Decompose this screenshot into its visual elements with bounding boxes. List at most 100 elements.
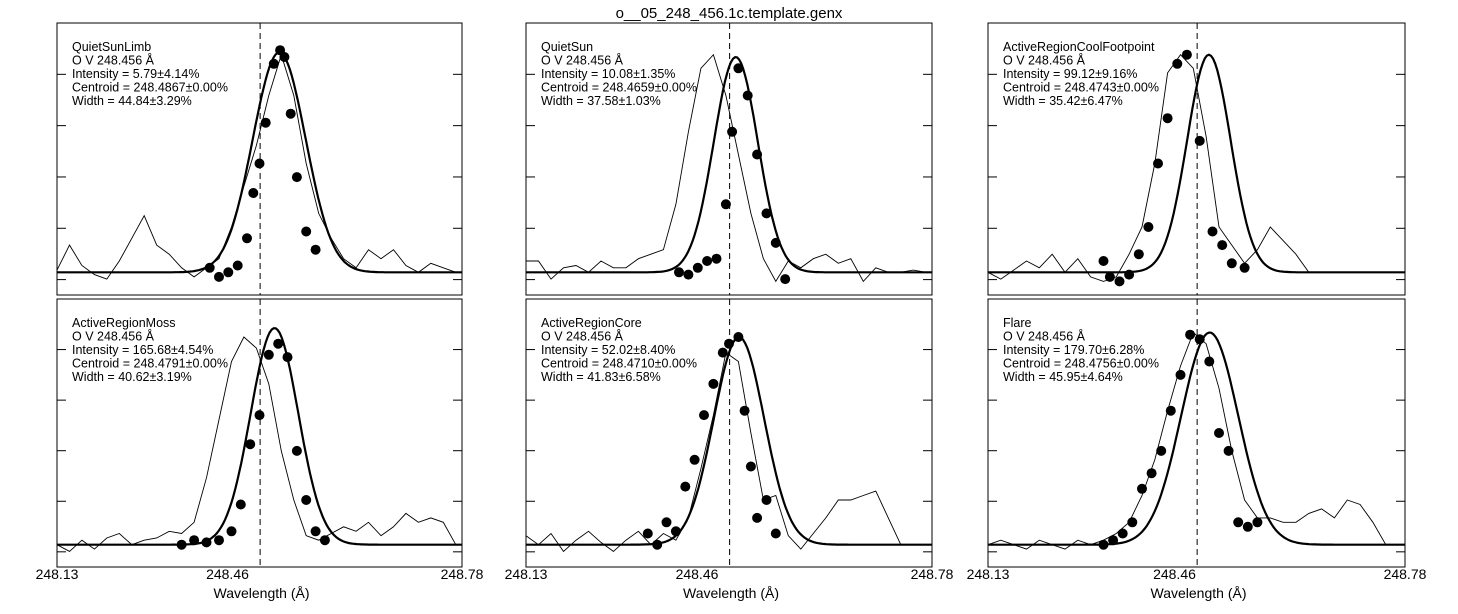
data-point bbox=[752, 149, 763, 160]
plot-frame bbox=[56, 22, 463, 296]
x-tick-label: 248.78 bbox=[441, 566, 484, 582]
fit-stat-label: Intensity = 10.08±1.35% bbox=[541, 67, 675, 81]
data-point bbox=[1181, 49, 1192, 60]
gaussian-fit-line bbox=[526, 55, 932, 274]
data-point bbox=[1242, 521, 1253, 532]
data-point bbox=[1098, 256, 1109, 266]
data-point bbox=[201, 537, 212, 548]
line-id-label: O V 248.456 Å bbox=[1003, 53, 1086, 68]
data-point bbox=[724, 338, 734, 349]
data-point bbox=[223, 267, 234, 278]
data-point bbox=[1108, 535, 1119, 546]
data-point bbox=[1233, 517, 1244, 528]
gaussian-fit-line bbox=[526, 335, 932, 546]
x-tick-label: 248.78 bbox=[911, 566, 954, 582]
x-tick-label: 248.46 bbox=[206, 566, 249, 582]
data-point bbox=[733, 63, 744, 74]
fit-stat-label: Centroid = 248.4743±0.00% bbox=[1003, 81, 1159, 95]
data-point bbox=[661, 517, 672, 528]
data-point bbox=[235, 499, 246, 510]
x-tick-label: 248.13 bbox=[36, 566, 79, 582]
data-point bbox=[214, 271, 224, 282]
data-point bbox=[189, 535, 200, 546]
data-point bbox=[652, 539, 663, 550]
data-point bbox=[1162, 113, 1173, 124]
data-point bbox=[263, 349, 274, 360]
data-point bbox=[1153, 158, 1163, 169]
line-id-label: O V 248.456 Å bbox=[72, 53, 155, 68]
data-point bbox=[268, 58, 279, 69]
fit-stat-label: Intensity = 99.12±9.16% bbox=[1003, 67, 1137, 81]
data-point bbox=[1114, 276, 1125, 287]
data-point bbox=[310, 244, 321, 255]
fit-stat-label: Centroid = 248.4710±0.00% bbox=[541, 357, 697, 371]
figure-title: o__05_248_456.1c.template.genx bbox=[615, 5, 843, 22]
data-point bbox=[1146, 468, 1157, 479]
data-point bbox=[248, 188, 259, 198]
data-point bbox=[291, 172, 302, 183]
data-point bbox=[282, 352, 293, 363]
data-point bbox=[1098, 539, 1109, 550]
line-id-label: O V 248.456 Å bbox=[541, 329, 624, 344]
line-id-label: O V 248.456 Å bbox=[1003, 329, 1086, 344]
panel-title: QuietSun bbox=[541, 40, 593, 54]
data-point bbox=[242, 233, 252, 244]
data-point bbox=[279, 52, 290, 62]
x-axis-title: Wavelength (Å) bbox=[683, 585, 779, 601]
data-point bbox=[310, 526, 321, 537]
fit-stat-label: Intensity = 5.79±4.14% bbox=[72, 67, 199, 81]
fit-stat-label: Centroid = 248.4659±0.00% bbox=[541, 81, 697, 95]
data-point bbox=[1252, 517, 1263, 528]
line-id-label: O V 248.456 Å bbox=[541, 53, 624, 68]
fit-stat-label: Width = 37.58±1.03% bbox=[541, 94, 661, 108]
data-point bbox=[1124, 269, 1135, 280]
plot-frame bbox=[525, 22, 933, 296]
fit-stat-label: Centroid = 248.4756±0.00% bbox=[1003, 357, 1159, 371]
data-point bbox=[702, 256, 713, 266]
data-point bbox=[254, 410, 265, 421]
fit-stat-label: Intensity = 52.02±8.40% bbox=[541, 343, 675, 357]
data-point bbox=[742, 90, 753, 101]
data-point bbox=[1214, 428, 1224, 438]
x-tick-label: 248.46 bbox=[676, 566, 719, 582]
fit-stat-label: Width = 35.42±6.47% bbox=[1003, 94, 1123, 108]
data-point bbox=[260, 117, 271, 128]
fit-stat-label: Intensity = 165.68±4.54% bbox=[72, 343, 213, 357]
panel-title: Flare bbox=[1003, 316, 1032, 330]
data-point bbox=[273, 338, 284, 349]
panel-title: QuietSunLimb bbox=[72, 40, 151, 54]
data-point bbox=[1217, 240, 1228, 251]
data-point bbox=[670, 526, 681, 537]
data-point bbox=[727, 126, 738, 137]
data-point bbox=[176, 539, 187, 550]
data-point bbox=[699, 410, 709, 421]
plot-frame bbox=[987, 298, 1406, 568]
data-point bbox=[319, 535, 330, 546]
data-point bbox=[733, 332, 744, 342]
data-point bbox=[232, 260, 243, 271]
data-point bbox=[1137, 483, 1147, 494]
data-point bbox=[1156, 445, 1167, 456]
data-point bbox=[711, 253, 722, 264]
data-point bbox=[1172, 58, 1183, 69]
data-point bbox=[752, 512, 763, 523]
plot-frame bbox=[56, 298, 463, 568]
line-id-label: O V 248.456 Å bbox=[72, 329, 155, 344]
panel-title: ActiveRegionCoolFootpoint bbox=[1003, 40, 1155, 54]
fit-stat-label: Intensity = 179.70±6.28% bbox=[1003, 343, 1144, 357]
gaussian-fit-line bbox=[57, 51, 462, 274]
fit-stat-label: Width = 40.62±3.19% bbox=[72, 370, 192, 384]
data-point bbox=[1194, 135, 1205, 146]
observed-spectrum-line bbox=[56, 336, 457, 552]
data-point bbox=[226, 526, 237, 537]
x-tick-label: 248.78 bbox=[1384, 566, 1427, 582]
data-point bbox=[720, 199, 731, 210]
data-point bbox=[1175, 369, 1186, 380]
data-point bbox=[780, 274, 791, 285]
data-point bbox=[761, 495, 772, 505]
x-axis-title: Wavelength (Å) bbox=[214, 585, 310, 601]
